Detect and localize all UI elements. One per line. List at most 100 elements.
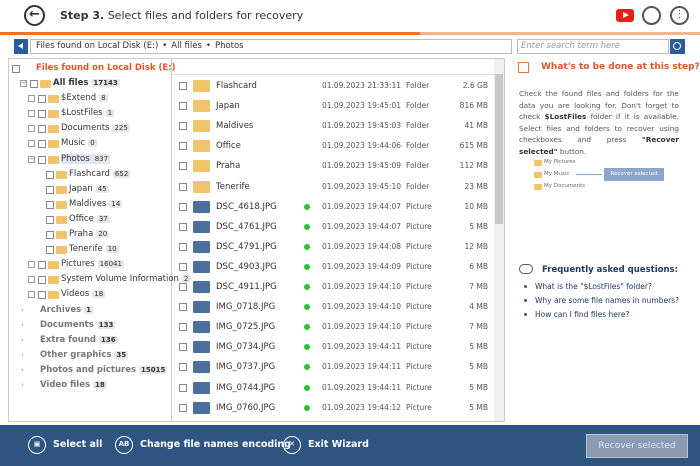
expander[interactable] [28, 261, 35, 269]
file-name[interactable]: IMG_0718.JPG [216, 302, 276, 313]
checkbox[interactable] [179, 363, 187, 372]
account-icon[interactable] [642, 6, 661, 25]
menu-icon[interactable]: ⋮ [670, 6, 689, 25]
breadcrumb-item[interactable]: Photos [214, 41, 244, 51]
back-button[interactable]: ← [24, 5, 45, 26]
checkbox[interactable] [46, 246, 54, 255]
file-name[interactable]: DSC_4903.JPG [216, 261, 277, 272]
tree-root-checkbox[interactable] [12, 65, 20, 73]
recover-button[interactable]: Recover selected [586, 434, 688, 458]
tree-item[interactable]: $Extend 8 [61, 93, 108, 103]
checkbox[interactable] [38, 140, 46, 149]
checkbox[interactable] [179, 383, 187, 392]
tree-item[interactable]: Photos 837 [61, 153, 111, 164]
checkbox[interactable] [38, 125, 46, 134]
search-box[interactable] [517, 39, 669, 54]
tree-item[interactable]: All files 17143 [53, 78, 120, 88]
tree-item[interactable]: Flashcard 652 [69, 169, 131, 179]
checkbox[interactable] [38, 291, 46, 300]
checkbox[interactable] [179, 142, 187, 151]
checkbox[interactable] [179, 162, 187, 171]
checkbox[interactable] [179, 182, 187, 191]
group-item[interactable]: Documents 133 [40, 320, 116, 330]
expander[interactable] [28, 95, 35, 103]
faq-link[interactable]: How can I find files here? [535, 310, 630, 319]
footer-button[interactable]: Exit Wizard [308, 439, 369, 450]
checkbox[interactable] [179, 102, 187, 111]
faq-link[interactable]: What is the "$LostFiles" folder? [535, 282, 652, 291]
checkbox[interactable] [179, 283, 187, 291]
file-name[interactable]: Tenerife [216, 181, 250, 192]
footer-button[interactable]: Select all [53, 439, 103, 450]
expander[interactable]: − [28, 154, 35, 163]
group-item[interactable]: Other graphics 35 [40, 350, 129, 360]
checkbox[interactable] [179, 222, 187, 231]
tree-item[interactable]: Office 37 [69, 214, 110, 224]
file-name[interactable]: DSC_4618.JPG [216, 201, 277, 212]
group-item[interactable]: Video files 18 [40, 380, 107, 390]
checkbox[interactable] [179, 262, 187, 271]
tree-item[interactable]: Videos 18 [61, 289, 106, 299]
tree-item[interactable]: Documents 225 [61, 123, 130, 133]
file-name[interactable]: Japan [216, 101, 240, 112]
checkbox[interactable] [38, 110, 46, 119]
file-name[interactable]: IMG_0725.JPG [216, 322, 276, 333]
group-item[interactable]: Extra found 136 [40, 335, 118, 345]
checkbox[interactable] [38, 155, 46, 164]
checkbox[interactable] [46, 231, 54, 239]
file-name[interactable]: IMG_0737.JPG [216, 362, 276, 373]
footer-icon[interactable]: ✕ [283, 436, 301, 454]
file-name[interactable]: Maldives [216, 121, 254, 132]
expander[interactable] [28, 140, 35, 148]
tree-item[interactable]: Pictures 16041 [61, 259, 124, 269]
checkbox[interactable] [46, 200, 54, 209]
expander[interactable] [28, 276, 35, 284]
footer-icon[interactable]: ▣ [28, 436, 46, 454]
checkbox[interactable] [179, 343, 187, 352]
expander[interactable] [28, 110, 35, 118]
file-name[interactable]: IMG_0734.JPG [216, 342, 276, 353]
footer-button[interactable]: Change file names encoding [140, 439, 291, 450]
footer-icon[interactable]: AB [115, 436, 133, 454]
tree-item[interactable]: Music 0 [61, 138, 97, 148]
file-name[interactable]: IMG_0760.JPG [216, 402, 276, 413]
tree-item[interactable]: Tenerife 10 [69, 244, 119, 254]
youtube-icon[interactable] [616, 9, 634, 22]
checkbox[interactable] [30, 80, 38, 88]
group-item[interactable]: Archives 1 [40, 305, 94, 315]
checkbox[interactable] [46, 215, 54, 224]
file-name[interactable]: DSC_4791.JPG [216, 241, 277, 252]
tree-item[interactable]: Maldives 14 [69, 199, 123, 209]
checkbox[interactable] [179, 303, 187, 312]
checkbox[interactable] [179, 122, 187, 131]
file-name[interactable]: DSC_4911.JPG [216, 282, 277, 292]
faq-link[interactable]: Why are some file names in numbers? [535, 296, 680, 305]
checkbox[interactable] [179, 242, 187, 251]
tree-item[interactable]: Japan 45 [69, 184, 109, 194]
checkbox[interactable] [179, 403, 187, 412]
checkbox[interactable] [38, 95, 46, 104]
file-name[interactable]: DSC_4761.JPG [216, 221, 277, 232]
group-item[interactable]: Photos and pictures 15015 [40, 365, 168, 375]
breadcrumb-item[interactable]: Files found on Local Disk (E:) [36, 41, 159, 51]
checkbox[interactable] [38, 261, 46, 270]
breadcrumb-item[interactable]: All files [171, 41, 202, 51]
checkbox[interactable] [179, 82, 187, 90]
checkbox[interactable] [179, 323, 187, 332]
tree-item[interactable]: Praha 20 [69, 229, 110, 239]
file-name[interactable]: Office [216, 141, 241, 152]
checkbox[interactable] [38, 276, 46, 285]
tree-item[interactable]: $LostFiles 1 [61, 108, 115, 118]
file-name[interactable]: Flashcard [216, 81, 257, 91]
checkbox[interactable] [46, 185, 54, 194]
file-name[interactable]: IMG_0744.JPG [216, 382, 276, 393]
tree-root-label[interactable]: Files found on Local Disk (E:) [36, 63, 176, 73]
checkbox[interactable] [46, 170, 54, 179]
file-name[interactable]: Praha [216, 161, 241, 172]
expander[interactable]: − [20, 79, 27, 87]
tree-item[interactable]: System Volume Information 2 [61, 274, 191, 284]
checkbox[interactable] [179, 202, 187, 211]
expander[interactable] [28, 291, 35, 299]
scrollbar[interactable] [494, 59, 504, 421]
search-button[interactable] [670, 39, 685, 54]
